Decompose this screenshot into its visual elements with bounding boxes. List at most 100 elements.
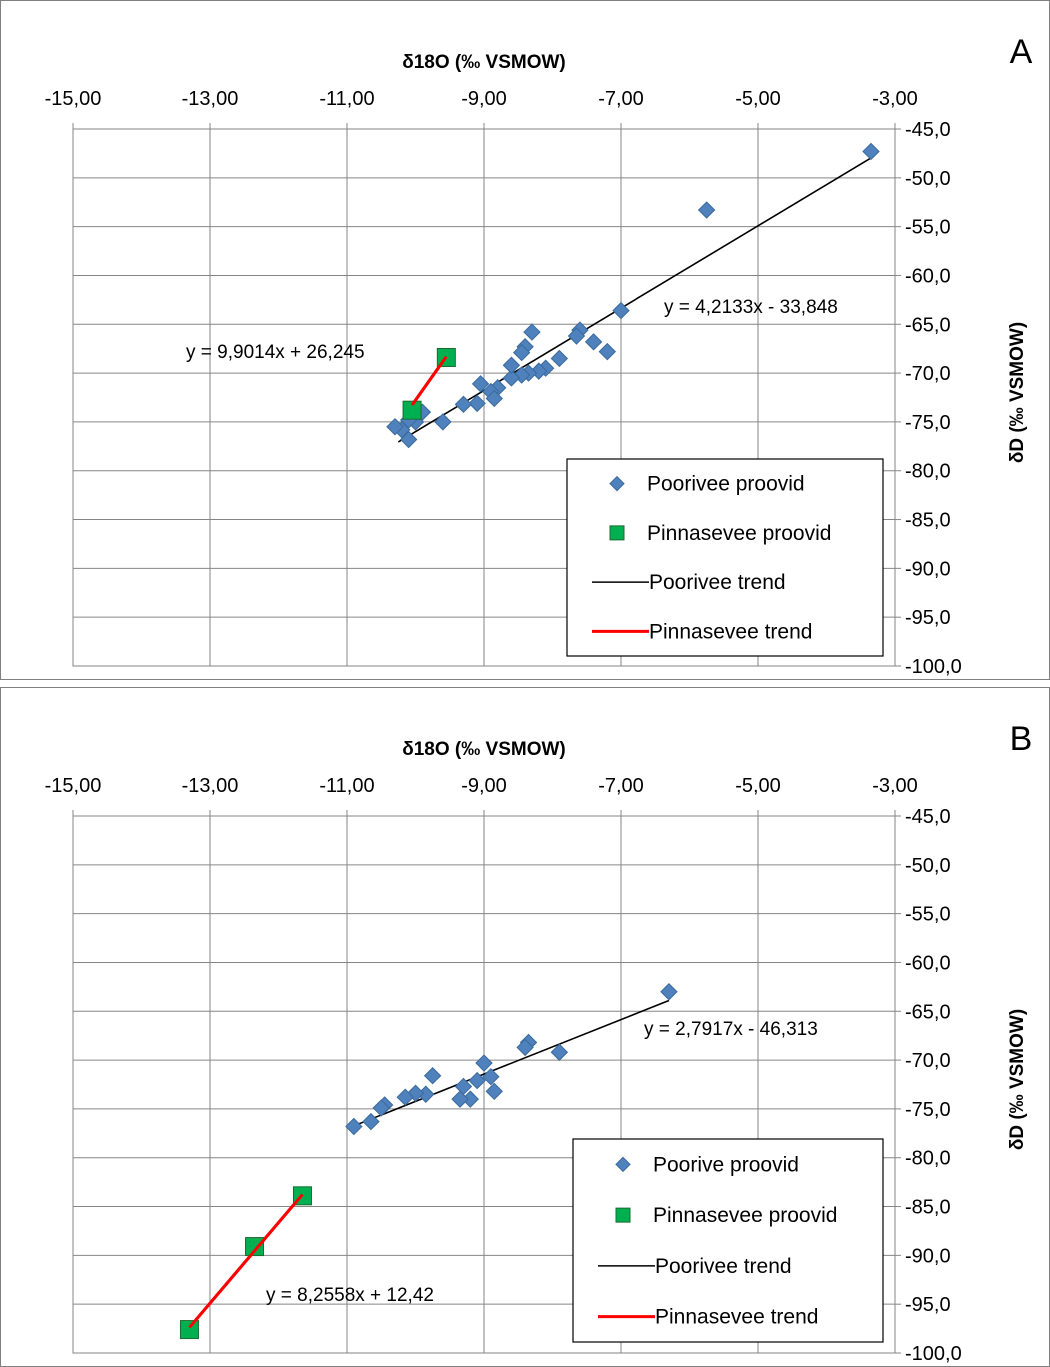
data-point-diamond bbox=[396, 1088, 414, 1106]
data-point-diamond bbox=[372, 1099, 390, 1117]
y-tick-label: -60,0 bbox=[905, 265, 951, 287]
y-tick-label: -95,0 bbox=[905, 607, 951, 629]
y-tick-label: -80,0 bbox=[905, 1148, 951, 1170]
x-tick-label: -13,00 bbox=[182, 775, 239, 797]
data-point-diamond bbox=[485, 389, 503, 408]
x-tick-label: -15,00 bbox=[45, 88, 102, 110]
y-tick-label: -55,0 bbox=[905, 904, 951, 926]
y-tick-label: -80,0 bbox=[905, 461, 951, 483]
legend-diamond-icon bbox=[615, 1156, 631, 1173]
y-tick-label: -70,0 bbox=[905, 363, 951, 385]
data-point-diamond bbox=[475, 1054, 493, 1072]
legend-box bbox=[566, 458, 884, 657]
data-point-diamond bbox=[434, 413, 452, 431]
y-tick-label: -75,0 bbox=[905, 1099, 951, 1121]
x-tick-label: -7,00 bbox=[598, 775, 644, 797]
legend-diamond-icon bbox=[609, 475, 625, 492]
chart-panel-b: -45,0 -50,0 -55,0 -60,0 -65,0 -70,0 -75,0 -80,0… bbox=[0, 687, 1050, 1367]
x-tick-label: -3,00 bbox=[872, 88, 918, 110]
data-point-square bbox=[245, 1237, 265, 1257]
legend-label: Pinnasevee proovid bbox=[653, 1204, 837, 1227]
x-tick-label: -15,00 bbox=[45, 775, 102, 797]
y-tick-label: -70,0 bbox=[905, 1050, 951, 1072]
y-axis-title: δD (‰ VSMOW) bbox=[1007, 322, 1028, 463]
x-axis-title: δ18O (‰ VSMOW) bbox=[402, 52, 566, 73]
x-tick-label: -7,00 bbox=[598, 88, 644, 110]
x-tick-label: -13,00 bbox=[182, 88, 239, 110]
y-tick-label: -75,0 bbox=[905, 412, 951, 434]
trendline-overlay bbox=[410, 355, 448, 406]
y-tick-label: -100,0 bbox=[905, 1343, 962, 1365]
data-point-diamond bbox=[550, 349, 569, 368]
trend-equation-label: y = 4,2133x - 33,848 bbox=[664, 297, 838, 318]
y-tick-label: -90,0 bbox=[905, 1245, 951, 1267]
y-tick-label: -55,0 bbox=[905, 217, 951, 239]
data-point-diamond bbox=[451, 1090, 469, 1108]
trend-equation-label: y = 2,7917x - 46,313 bbox=[644, 1019, 818, 1040]
y-tick-label: -85,0 bbox=[905, 510, 951, 532]
data-point-diamond bbox=[485, 1082, 503, 1101]
data-point-diamond bbox=[862, 142, 880, 161]
x-tick-label: -9,00 bbox=[461, 88, 507, 110]
y-tick-label: -50,0 bbox=[905, 855, 951, 877]
legend-label: Poorive proovid bbox=[653, 1153, 799, 1176]
data-point-diamond bbox=[516, 1038, 534, 1057]
y-tick-label: -65,0 bbox=[905, 1001, 951, 1023]
panel-label: B bbox=[1010, 720, 1033, 758]
data-point-diamond bbox=[454, 395, 473, 414]
y-tick-label: -45,0 bbox=[905, 806, 951, 828]
x-tick-label: -11,00 bbox=[319, 88, 374, 110]
y-tick-label: -60,0 bbox=[905, 952, 951, 974]
chart-a-svg: -45,0 -50,0 -55,0 -60,0 -65,0 -70,0 -75,0 -80,0… bbox=[45, 33, 1033, 678]
legend-label: Pinnasevee trend bbox=[655, 1306, 818, 1329]
y-tick-label: -45,0 bbox=[905, 119, 951, 141]
data-point-diamond bbox=[468, 1071, 486, 1090]
legend-box bbox=[572, 1138, 884, 1343]
chart-b-svg: -45,0 -50,0 -55,0 -60,0 -65,0 -70,0 -75,0 -80,0… bbox=[45, 720, 1033, 1365]
y-tick-label: -50,0 bbox=[905, 168, 951, 190]
data-point-diamond bbox=[386, 418, 404, 436]
trendline-overlay bbox=[188, 1193, 304, 1329]
data-point-square bbox=[179, 1320, 199, 1340]
data-point-diamond bbox=[660, 983, 678, 1001]
legend-label: Poorivee proovid bbox=[647, 473, 805, 496]
legend-label: Poorivee trend bbox=[649, 571, 786, 594]
legend-square-icon bbox=[615, 1207, 631, 1223]
data-point-diamond bbox=[598, 342, 617, 361]
y-tick-label: -90,0 bbox=[905, 558, 951, 580]
y-tick-label: -65,0 bbox=[905, 314, 951, 336]
data-point-diamond bbox=[523, 323, 541, 341]
data-point-diamond bbox=[697, 201, 716, 219]
x-tick-label: -5,00 bbox=[735, 775, 781, 797]
legend-label: Poorivee trend bbox=[655, 1255, 792, 1278]
panel-label: A bbox=[1010, 33, 1033, 71]
data-point-diamond bbox=[567, 327, 586, 345]
y-tick-label: -100,0 bbox=[905, 656, 962, 678]
data-point-diamond bbox=[502, 356, 521, 374]
trend-equation-label: y = 8,2558x + 12,42 bbox=[266, 1285, 434, 1306]
data-point-diamond bbox=[345, 1117, 363, 1136]
y-axis-title: δD (‰ VSMOW) bbox=[1007, 1009, 1028, 1150]
data-point-diamond bbox=[584, 333, 603, 351]
y-tick-label: -95,0 bbox=[905, 1294, 951, 1316]
data-point-diamond bbox=[482, 1067, 500, 1086]
trendline bbox=[353, 999, 670, 1127]
data-point-diamond bbox=[423, 1067, 442, 1085]
data-point-diamond bbox=[502, 369, 521, 387]
data-point-square bbox=[402, 400, 422, 420]
trend-equation-label: y = 9,9014x + 26,245 bbox=[186, 342, 365, 363]
x-tick-label: -9,00 bbox=[461, 775, 507, 797]
legend-label: Pinnasevee trend bbox=[649, 620, 812, 643]
y-tick-label: -85,0 bbox=[905, 1197, 951, 1219]
data-point-diamond bbox=[550, 1043, 569, 1061]
data-point-diamond bbox=[471, 375, 490, 393]
data-point-diamond bbox=[612, 301, 630, 320]
x-tick-label: -3,00 bbox=[872, 775, 918, 797]
legend-label: Pinnasevee proovid bbox=[647, 522, 831, 545]
data-point-diamond bbox=[468, 394, 486, 413]
x-tick-label: -11,00 bbox=[319, 775, 374, 797]
trendline bbox=[397, 157, 872, 443]
data-point-diamond bbox=[362, 1112, 380, 1131]
legend-square-icon bbox=[609, 525, 625, 541]
x-axis-title: δ18O (‰ VSMOW) bbox=[402, 739, 566, 760]
